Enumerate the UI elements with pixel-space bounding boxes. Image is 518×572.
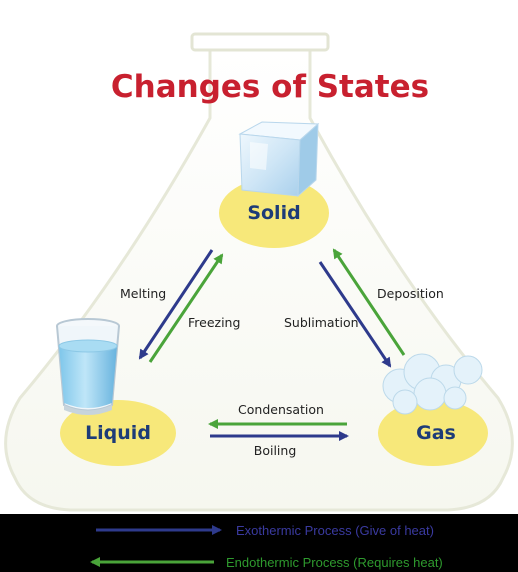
liquid-label: Liquid	[85, 422, 151, 444]
steam-cloud-icon	[382, 353, 483, 415]
legend-background	[0, 514, 518, 572]
freezing-arrow	[148, 253, 224, 363]
freezing-label: Freezing	[188, 315, 240, 330]
gas-bubble	[378, 400, 488, 466]
water-glass-icon	[56, 318, 120, 415]
ice-cube-icon	[238, 121, 320, 198]
sublimation-label: Sublimation	[284, 315, 359, 330]
boiling-label: Boiling	[254, 443, 297, 458]
legend-exothermic-label: Exothermic Process (Give of heat)	[236, 523, 434, 538]
gas-state: Gas	[378, 353, 488, 466]
legend: Exothermic Process (Give of heat) Endoth…	[0, 514, 518, 572]
liquid-bubble	[60, 400, 176, 466]
solid-state: Solid	[219, 121, 329, 248]
melting-arrow	[138, 249, 214, 360]
sublimation-arrow	[318, 261, 392, 368]
legend-endothermic-label: Endothermic Process (Requires heat)	[226, 555, 443, 570]
melting-label: Melting	[120, 286, 166, 301]
deposition-label: Deposition	[377, 286, 444, 301]
condensation-label: Condensation	[238, 402, 324, 417]
solid-label: Solid	[247, 202, 300, 224]
solid-bubble	[219, 178, 329, 248]
page-title: Changes of States	[111, 69, 429, 105]
gas-label: Gas	[416, 422, 456, 444]
deposition-arrow	[332, 248, 406, 356]
liquid-state: Liquid	[56, 318, 176, 466]
